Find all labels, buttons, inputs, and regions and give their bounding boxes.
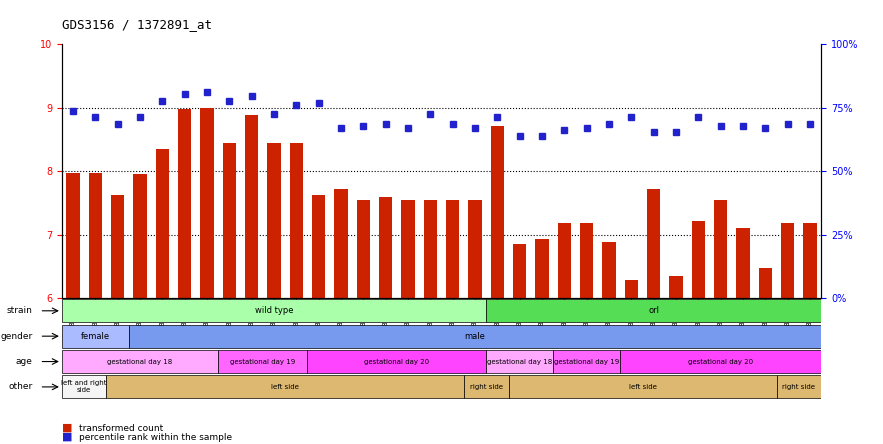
Bar — [535, 239, 548, 298]
Text: right side: right side — [782, 384, 815, 390]
Text: percentile rank within the sample: percentile rank within the sample — [79, 432, 232, 442]
Text: wild type: wild type — [254, 306, 293, 315]
Text: gestational day 18: gestational day 18 — [487, 359, 552, 365]
Bar — [111, 195, 125, 298]
Bar — [691, 221, 705, 298]
Text: right side: right side — [470, 384, 502, 390]
FancyBboxPatch shape — [487, 299, 821, 322]
FancyBboxPatch shape — [464, 376, 509, 398]
Bar — [66, 173, 79, 298]
Text: strain: strain — [7, 306, 33, 315]
Bar — [223, 143, 236, 298]
Bar — [758, 268, 772, 298]
FancyBboxPatch shape — [62, 299, 487, 322]
FancyBboxPatch shape — [218, 350, 307, 373]
Text: gestational day 19: gestational day 19 — [230, 359, 296, 365]
Text: female: female — [80, 332, 109, 341]
Bar — [335, 189, 348, 298]
FancyBboxPatch shape — [62, 376, 107, 398]
Bar — [200, 108, 214, 298]
Bar — [781, 223, 795, 298]
Bar — [401, 200, 415, 298]
Bar — [580, 223, 593, 298]
Bar — [178, 109, 192, 298]
Bar — [268, 143, 281, 298]
Bar — [245, 115, 259, 298]
Text: gestational day 18: gestational day 18 — [108, 359, 172, 365]
FancyBboxPatch shape — [62, 350, 218, 373]
Bar — [357, 200, 370, 298]
Text: male: male — [464, 332, 486, 341]
Bar — [88, 173, 102, 298]
Bar — [669, 276, 683, 298]
Text: GDS3156 / 1372891_at: GDS3156 / 1372891_at — [62, 18, 212, 31]
FancyBboxPatch shape — [487, 350, 553, 373]
Bar — [558, 223, 571, 298]
Bar — [513, 244, 526, 298]
Bar — [424, 200, 437, 298]
Bar — [133, 174, 147, 298]
Text: age: age — [16, 357, 33, 366]
Text: gestational day 20: gestational day 20 — [688, 359, 753, 365]
Bar — [647, 189, 660, 298]
Bar — [624, 280, 638, 298]
Text: orl: orl — [648, 306, 660, 315]
FancyBboxPatch shape — [553, 350, 620, 373]
Bar — [736, 228, 750, 298]
Bar — [804, 223, 817, 298]
Bar — [602, 242, 615, 298]
Text: gestational day 20: gestational day 20 — [365, 359, 429, 365]
Text: gender: gender — [1, 332, 33, 341]
FancyBboxPatch shape — [620, 350, 821, 373]
FancyBboxPatch shape — [307, 350, 487, 373]
Text: other: other — [9, 382, 33, 392]
Bar — [491, 126, 504, 298]
Text: ■: ■ — [62, 432, 72, 442]
Text: left side: left side — [629, 384, 656, 390]
Text: gestational day 19: gestational day 19 — [554, 359, 619, 365]
Bar — [379, 197, 392, 298]
FancyBboxPatch shape — [107, 376, 464, 398]
Text: left and right
side: left and right side — [62, 381, 107, 393]
FancyBboxPatch shape — [509, 376, 776, 398]
Bar — [312, 195, 325, 298]
Bar — [155, 149, 169, 298]
FancyBboxPatch shape — [62, 325, 129, 348]
Bar — [714, 200, 728, 298]
Text: left side: left side — [271, 384, 299, 390]
Bar — [446, 200, 459, 298]
Text: transformed count: transformed count — [79, 424, 163, 433]
Bar — [290, 143, 303, 298]
Text: ■: ■ — [62, 423, 72, 433]
FancyBboxPatch shape — [129, 325, 821, 348]
Bar — [468, 200, 482, 298]
FancyBboxPatch shape — [776, 376, 821, 398]
